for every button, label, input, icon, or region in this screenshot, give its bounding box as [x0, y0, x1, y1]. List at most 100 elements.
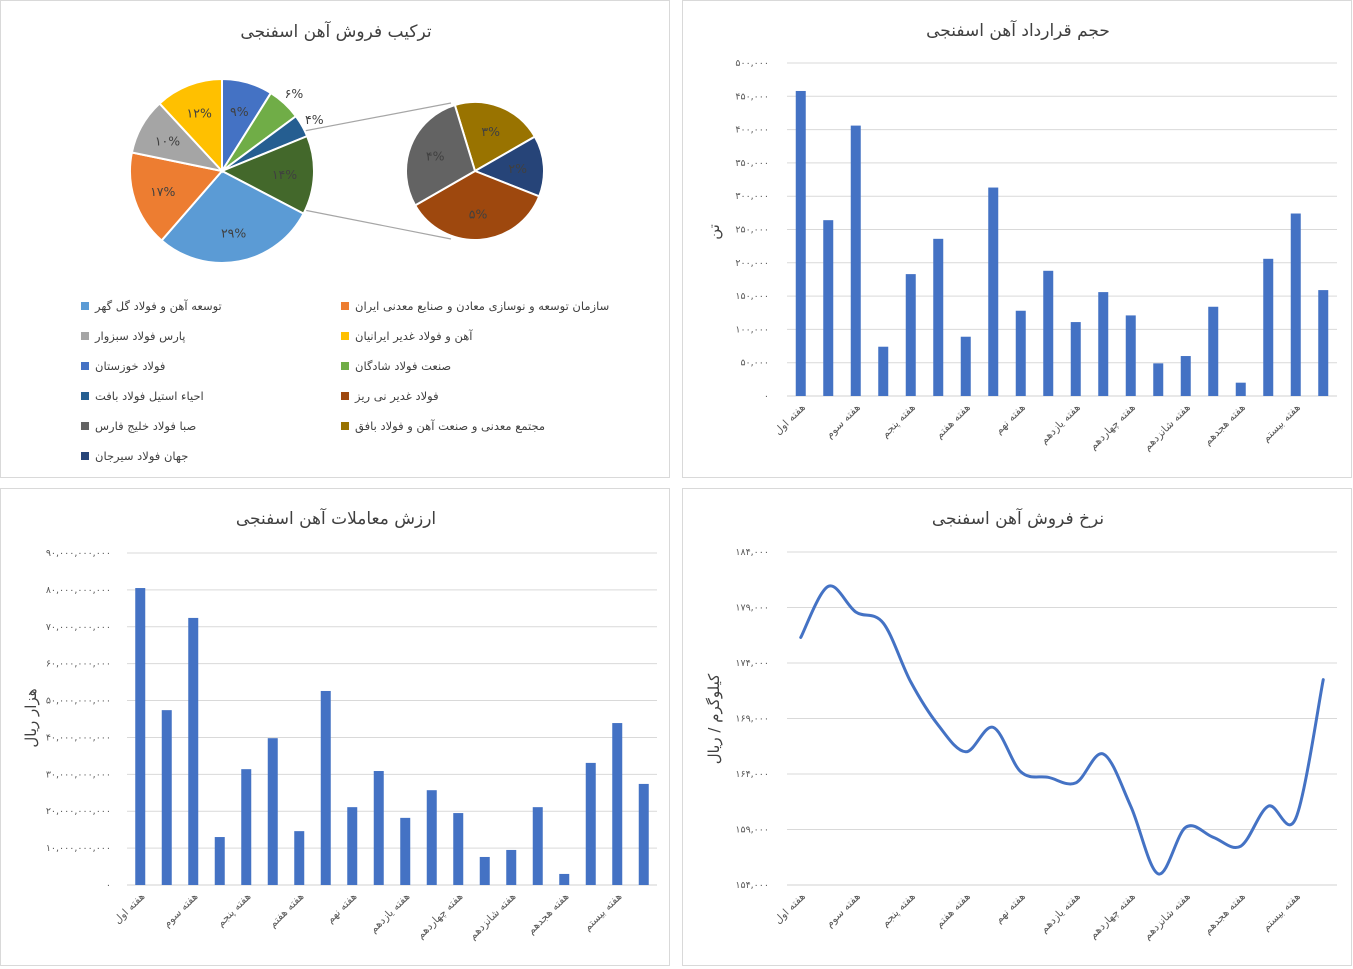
y-axis-title: هزار ریال: [22, 688, 40, 747]
bar: [373, 771, 384, 885]
x-tick-label: هفته چهاردهم: [1087, 891, 1138, 942]
x-tick-label: هفته شانزدهم: [1141, 891, 1193, 943]
legend-item: صبا فولاد خلیج فارس: [81, 417, 341, 435]
y-tick-label: ۱۶۴,۰۰۰: [735, 769, 769, 780]
bar: [1098, 292, 1109, 396]
bar: [479, 856, 490, 885]
bar: [988, 187, 999, 396]
y-tick-label: ۵۰۰,۰۰۰: [735, 58, 769, 69]
bar: [241, 769, 252, 885]
y-tick-label: ۱۷۴,۰۰۰: [735, 658, 769, 669]
bar: [347, 807, 358, 885]
x-tick-label: هفته شانزدهم: [1141, 402, 1193, 454]
y-tick-label: ۵۰,۰۰۰: [740, 358, 769, 369]
x-tick-label: هفته بیستم: [1260, 402, 1303, 445]
value-bar-chart: ارزش معاملات آهن اسفنجی هزار ریال ۰ ۱۰,۰۰…: [22, 507, 657, 942]
x-tick-label: هفته بیستم: [582, 891, 625, 934]
legend-label: فولاد خوزستان: [95, 359, 166, 373]
pie-data-label: ۱۲%: [187, 106, 212, 121]
y-axis-title: تن: [705, 224, 723, 240]
y-tick-label: ۱۰,۰۰۰,۰۰۰,۰۰۰: [46, 843, 111, 854]
price-line: [799, 584, 1325, 876]
pie-slice: [453, 101, 537, 173]
legend-label: احیاء استیل فولاد بافت: [95, 389, 204, 403]
price-chart-panel: نرخ فروش آهن اسفنجی کیلوگرم / ریال ۱۵۴,۰…: [682, 488, 1352, 966]
bar: [294, 831, 305, 885]
pie-slice: [158, 77, 223, 174]
bar: [426, 790, 437, 885]
legend-label: سازمان توسعه و نوسازی معادن و صنایع معدن…: [355, 299, 610, 313]
x-tick-label: هفته اول: [772, 402, 808, 438]
bar: [1125, 315, 1136, 396]
legend-item: صنعت فولاد شادگان: [341, 357, 601, 375]
x-tick-label: هفته هجدهم: [1202, 402, 1248, 448]
y-tick-label: ۰: [106, 880, 111, 891]
legend-label: توسعه آهن و فولاد گل گهر: [95, 299, 222, 313]
x-tick-label: هفته هفتم: [267, 891, 307, 931]
legend-label: مجتمع معدنی و صنعت آهن و فولاد بافق: [355, 419, 546, 433]
pie-data-label: ۲%: [508, 161, 527, 176]
bar: [267, 738, 278, 885]
y-tick-label: ۲۰۰,۰۰۰: [735, 258, 769, 269]
legend-swatch: [81, 302, 89, 310]
bar: [1180, 356, 1191, 396]
legend-swatch: [341, 302, 349, 310]
x-tick-label: هفته یازدهم: [1038, 402, 1083, 447]
bar: [453, 813, 464, 885]
pie-data-label: ۴%: [426, 148, 445, 163]
pie-slice: [472, 135, 545, 198]
pie-legend: توسعه آهن و فولاد گل گهر سازمان توسعه و ن…: [81, 297, 641, 465]
y-tick-label: ۴۵۰,۰۰۰: [735, 91, 769, 102]
y-tick-label: ۷۰,۰۰۰,۰۰۰,۰۰۰: [46, 622, 111, 633]
pie-data-label: ۴%: [305, 112, 324, 127]
bar: [878, 346, 889, 396]
y-tick-label: ۳۵۰,۰۰۰: [735, 158, 769, 169]
y-tick-label: ۰: [764, 391, 769, 402]
bar: [933, 238, 944, 396]
bar: [612, 723, 623, 885]
bar: [1263, 258, 1274, 396]
x-tick-label: هفته پنجم: [879, 402, 918, 441]
legend-swatch: [341, 362, 349, 370]
y-tick-label: ۱۰۰,۰۰۰: [735, 324, 769, 335]
connector-line: [303, 209, 452, 240]
y-axis-title: کیلوگرم / ریال: [705, 673, 723, 764]
bar: [1015, 310, 1026, 396]
x-tick-label: هفته چهاردهم: [415, 891, 466, 942]
bar: [850, 125, 861, 396]
chart-title: ارزش معاملات آهن اسفنجی: [236, 507, 436, 529]
legend-swatch: [81, 362, 89, 370]
legend-swatch: [81, 392, 89, 400]
y-tick-label: ۱۵۹,۰۰۰: [735, 825, 769, 836]
x-tick-label: هفته هفتم: [933, 402, 973, 442]
volume-chart-panel: حجم قرارداد آهن اسفنجی تن ۰ ۵۰,۰۰۰ ۱۰۰,۰۰۰…: [682, 0, 1352, 478]
legend-label: صبا فولاد خلیج فارس: [95, 419, 197, 433]
legend-item: توسعه آهن و فولاد گل گهر: [81, 297, 341, 315]
x-tick-label: هفته سوم: [161, 891, 200, 930]
y-tick-label: ۱۷۹,۰۰۰: [735, 603, 769, 614]
pie-data-label: ۱۰%: [155, 133, 180, 148]
bar: [532, 807, 543, 885]
x-tick-label: هفته نهم: [324, 891, 359, 926]
y-tick-label: ۸۰,۰۰۰,۰۰۰,۰۰۰: [46, 585, 111, 596]
y-tick-label: ۱۶۹,۰۰۰: [735, 714, 769, 725]
x-tick-label: هفته نهم: [993, 891, 1028, 926]
bar: [1070, 322, 1081, 396]
legend-item: فولاد خوزستان: [81, 357, 341, 375]
y-tick-label: ۲۵۰,۰۰۰: [735, 225, 769, 236]
bar: [1318, 290, 1329, 396]
x-tick-label: هفته چهاردهم: [1087, 402, 1138, 453]
x-tick-label: هفته هجدهم: [1202, 891, 1248, 937]
bar: [1235, 382, 1246, 396]
legend-label: صنعت فولاد شادگان: [355, 359, 452, 373]
pie-data-label: ۲۹%: [221, 225, 246, 240]
pie-slice: [219, 134, 315, 216]
legend-swatch: [81, 422, 89, 430]
y-tick-label: ۳۰۰,۰۰۰: [735, 191, 769, 202]
pie-data-label: ۵%: [469, 207, 488, 222]
x-tick-label: هفته اول: [772, 891, 808, 927]
pie-slice: [405, 103, 477, 207]
bar: [1043, 270, 1054, 396]
y-tick-label: ۴۰,۰۰۰,۰۰۰,۰۰۰: [46, 732, 111, 743]
value-chart-panel: ارزش معاملات آهن اسفنجی هزار ریال ۰ ۱۰,۰۰…: [0, 488, 670, 966]
